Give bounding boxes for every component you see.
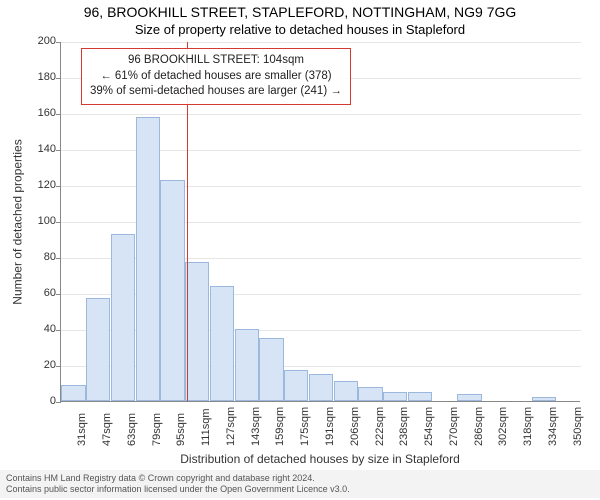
annotation-line: 39% of semi-detached houses are larger (… [90,84,342,100]
y-tick-label: 140 [6,143,56,155]
attribution-footer: Contains HM Land Registry data © Crown c… [0,470,600,499]
histogram-bar [160,180,184,401]
annotation-box: 96 BROOKHILL STREET: 104sqm← 61% of deta… [81,48,351,105]
chart-title-sub: Size of property relative to detached ho… [0,22,600,37]
histogram-bar [457,394,481,401]
plot-area: 96 BROOKHILL STREET: 104sqm← 61% of deta… [60,42,580,402]
y-tick-mark [56,402,61,403]
y-tick-label: 120 [6,179,56,191]
histogram-bar [259,338,283,401]
chart-title-main: 96, BROOKHILL STREET, STAPLEFORD, NOTTIN… [0,4,600,20]
y-tick-mark [56,330,61,331]
histogram-bar [235,329,259,401]
y-tick-label: 60 [6,287,56,299]
histogram-bar [358,387,382,401]
histogram-bar [309,374,333,401]
histogram-bar [61,385,85,401]
y-tick-mark [56,114,61,115]
y-tick-label: 80 [6,251,56,263]
y-tick-mark [56,222,61,223]
histogram-bar [408,392,432,401]
histogram-bar [532,397,556,401]
y-tick-label: 100 [6,215,56,227]
x-tick-label: 350sqm [572,422,600,446]
y-tick-mark [56,186,61,187]
histogram-bar [86,298,110,401]
y-tick-label: 180 [6,71,56,83]
y-gridline [61,42,581,43]
footer-line-2: Contains public sector information licen… [6,484,594,495]
y-tick-mark [56,258,61,259]
y-gridline [61,114,581,115]
y-tick-label: 160 [6,107,56,119]
x-axis-label: Distribution of detached houses by size … [60,452,580,466]
y-tick-label: 40 [6,323,56,335]
y-tick-mark [56,150,61,151]
y-tick-label: 0 [6,395,56,407]
y-tick-label: 20 [6,359,56,371]
histogram-bar [185,262,209,401]
chart-container: { "title_main": "96, BROOKHILL STREET, S… [0,0,600,500]
histogram-bar [383,392,407,401]
histogram-bar [334,381,358,401]
annotation-line: ← 61% of detached houses are smaller (37… [90,69,342,85]
y-tick-mark [56,78,61,79]
y-tick-mark [56,294,61,295]
histogram-bar [284,370,308,401]
histogram-bar [136,117,160,401]
histogram-bar [111,234,135,401]
y-tick-label: 200 [6,35,56,47]
annotation-line: 96 BROOKHILL STREET: 104sqm [90,53,342,69]
histogram-bar [210,286,234,401]
footer-line-1: Contains HM Land Registry data © Crown c… [6,473,594,484]
y-tick-mark [56,42,61,43]
y-tick-mark [56,366,61,367]
